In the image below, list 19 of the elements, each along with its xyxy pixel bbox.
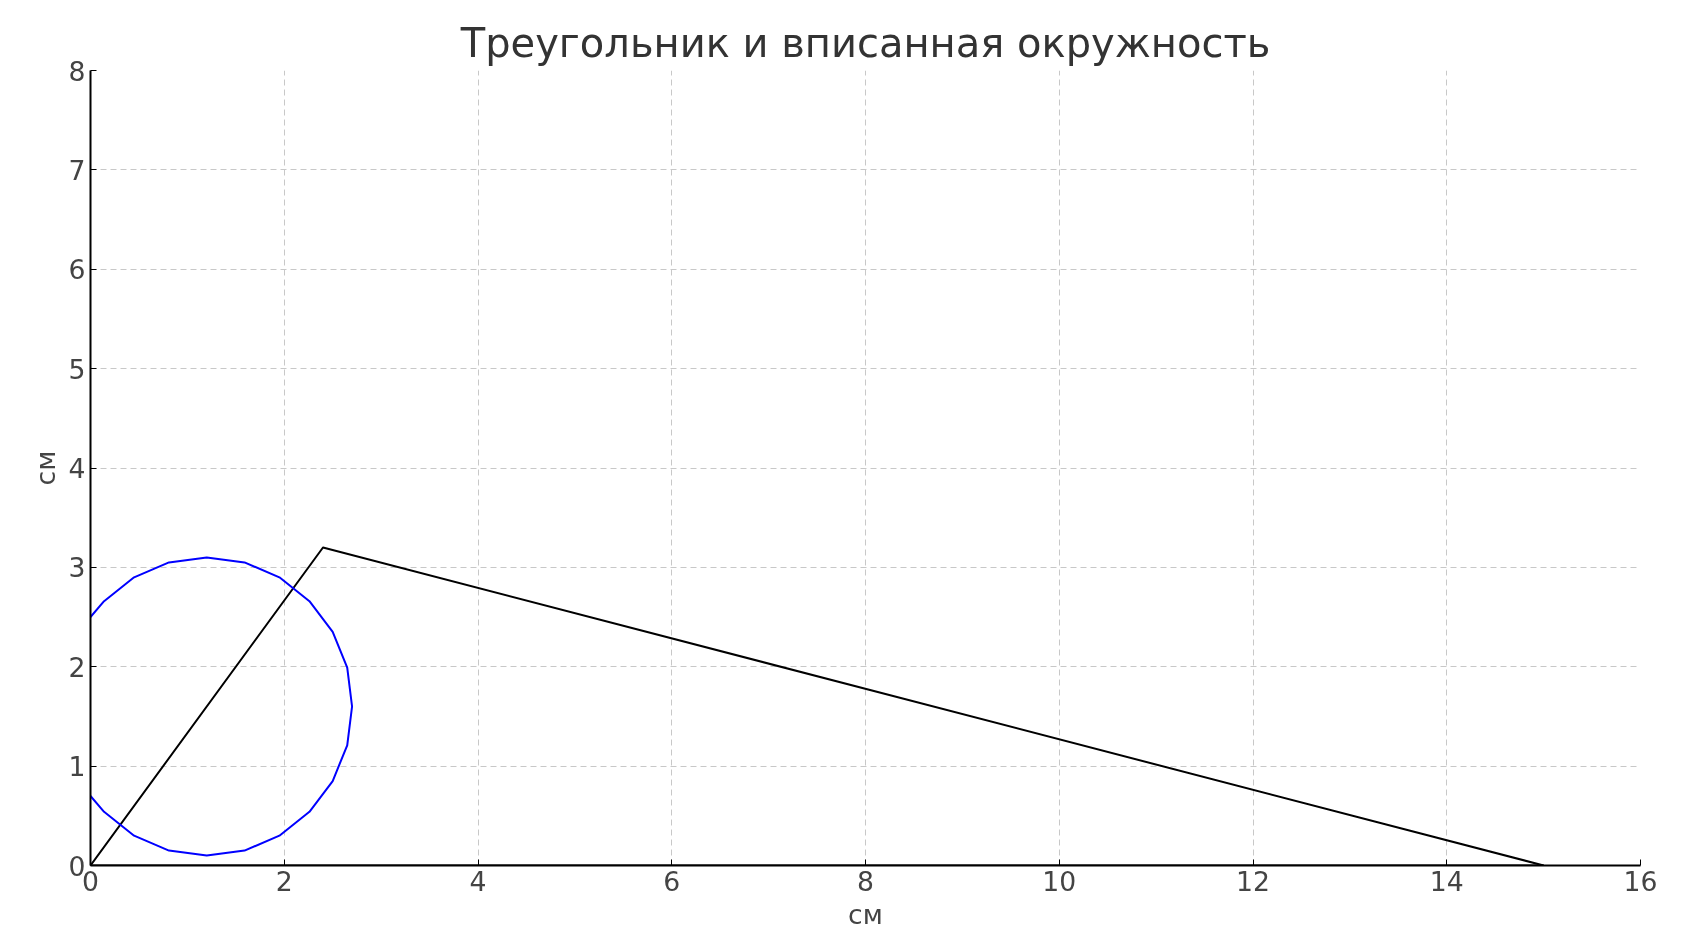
- y-axis-title: см: [29, 450, 61, 486]
- x-tick-label: 2: [275, 865, 293, 897]
- x-tick-label: 4: [469, 865, 487, 897]
- x-tick-label: 6: [663, 865, 681, 897]
- x-tick-label: 8: [857, 865, 874, 897]
- chart-title: Треугольник и вписанная окружность: [459, 19, 1271, 66]
- x-tick-label: 10: [1042, 865, 1077, 897]
- y-tick-label: 2: [68, 651, 86, 683]
- y-tick-label: 1: [68, 751, 86, 783]
- y-tick-label: 7: [68, 154, 86, 186]
- x-tick-label: 16: [1623, 865, 1658, 897]
- y-tick-label: 3: [68, 552, 86, 584]
- x-tick-label: 14: [1429, 865, 1464, 897]
- x-axis-title: см: [848, 898, 883, 930]
- y-tick-label: 8: [68, 55, 86, 87]
- x-tick-label: 12: [1236, 865, 1270, 897]
- y-tick-label: 6: [68, 254, 86, 286]
- y-tick-label: 4: [68, 453, 86, 484]
- y-tick-label: 5: [68, 353, 86, 385]
